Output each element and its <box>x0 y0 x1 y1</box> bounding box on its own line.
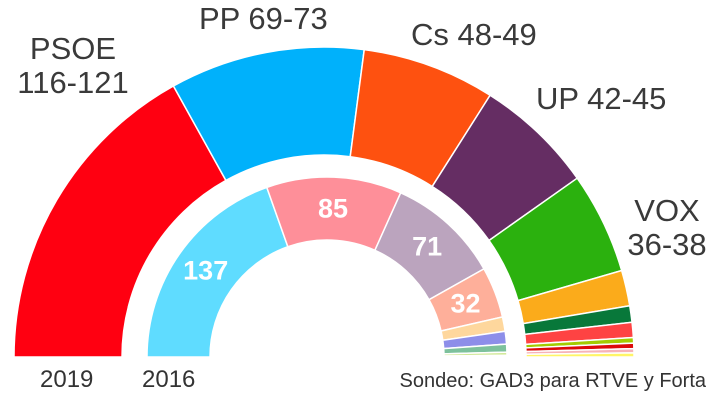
label-psoe-range: 116-121 <box>17 65 129 100</box>
inner-label-psoe: 85 <box>317 193 349 224</box>
label-vox: VOX 36-38 <box>612 194 720 262</box>
ring-2019 <box>13 46 635 358</box>
label-cs: Cs 48-49 <box>411 17 537 52</box>
label-up: UP 42-45 <box>536 81 667 116</box>
inner-label-up: 71 <box>412 231 443 262</box>
source-label: Sondeo: GAD3 para RTVE y Forta <box>399 370 706 392</box>
label-psoe: PSOE 116-121 <box>8 32 138 100</box>
label-psoe-name: PSOE <box>29 31 117 66</box>
slice-otros-7 <box>525 352 635 358</box>
label-vox-range: 36-38 <box>627 227 707 262</box>
slice-otros-5 <box>443 354 508 358</box>
label-pp: PP 69-73 <box>199 1 328 36</box>
inner-label-pp: 137 <box>183 255 229 286</box>
inner-label-cs: 32 <box>450 288 481 319</box>
year-2016-label: 2016 <box>142 366 196 393</box>
year-2019-label: 2019 <box>40 366 94 393</box>
ring-2016 <box>146 176 508 358</box>
label-vox-name: VOX <box>634 193 700 228</box>
